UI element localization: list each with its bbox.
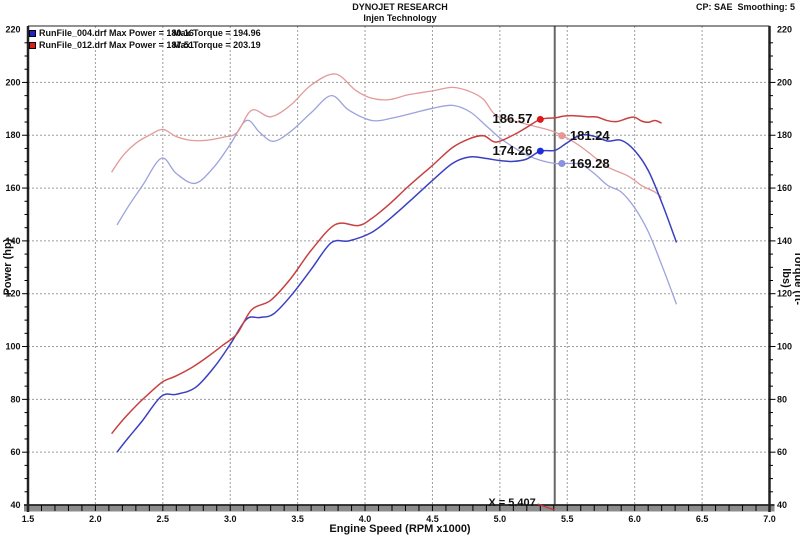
curve-blue_power: [116, 133, 678, 453]
cursor-dot-blue_power: [536, 147, 544, 155]
legend: RunFile_004.drf Max Power = 180.16 Max T…: [29, 27, 329, 51]
rpm-axis-label: Engine Speed (RPM x1000): [329, 523, 471, 535]
rpm-tick-label: 3.0: [224, 514, 237, 524]
rpm-tick-label: 6.5: [696, 514, 709, 524]
page-subtitle: Injen Technology: [363, 13, 437, 23]
torque-tick-label: 60: [777, 447, 787, 457]
run012-max-torque: Max Torque = 203.19: [173, 40, 261, 50]
run004-max-power: Max Power = 180.16: [109, 28, 194, 38]
cursor-x-value: X = 5.407: [488, 497, 536, 509]
rpm-tick-label: 5.0: [494, 514, 507, 524]
torque-tick-label: 40: [777, 500, 787, 510]
torque-tick-label: 220: [777, 25, 792, 35]
power-tick-label: 120: [5, 289, 20, 299]
torque-tick-label: 100: [777, 342, 792, 352]
run004-max-torque: Max Torque = 194.96: [173, 28, 261, 38]
power-tick-label: 100: [5, 342, 20, 352]
power-axis-label: Power (hp): [2, 238, 14, 296]
cursor-pointer-line: [537, 503, 555, 511]
power-tick-label: 80: [10, 394, 20, 404]
cursor-dot-red_torque: [558, 132, 566, 140]
power-tick-label: 140: [5, 236, 20, 246]
run004-color-swatch: [29, 30, 36, 37]
x-axis-band: [24, 505, 775, 512]
rpm-tick-label: 7.0: [763, 514, 776, 524]
rpm-tick-label: 2.5: [157, 514, 170, 524]
power-tick-label: 180: [5, 130, 20, 140]
power-tick-label: 160: [5, 183, 20, 193]
cursor-dot-blue_torque: [558, 159, 566, 168]
power-tick-label: 60: [10, 447, 20, 457]
curve-red_torque: [111, 73, 663, 199]
correction-smoothing-info: CP: SAE Smoothing: 5: [696, 2, 795, 12]
torque-tick-label: 180: [777, 130, 792, 140]
callout-red-power: 186.57: [492, 111, 533, 127]
rpm-tick-label: 4.0: [359, 514, 372, 524]
power-tick-label: 40: [10, 500, 20, 510]
power-tick-label: 200: [5, 77, 20, 87]
power-tick-label: 220: [5, 25, 20, 35]
curve-blue_torque: [116, 94, 678, 305]
rpm-tick-label: 2.0: [89, 514, 102, 524]
rpm-tick-label: 1.5: [22, 514, 35, 524]
torque-tick-label: 200: [777, 77, 792, 87]
cursor-dot-red_power: [536, 115, 544, 124]
torque-tick-label: 160: [777, 183, 792, 193]
torque-tick-label: 80: [777, 394, 787, 404]
rpm-tick-label: 5.5: [561, 514, 574, 524]
rpm-tick-label: 6.0: [628, 514, 641, 524]
callout-blue-power: 174.26: [492, 143, 533, 159]
rpm-tick-label: 4.5: [426, 514, 439, 524]
run004-file-label: RunFile_004.drf: [39, 28, 107, 38]
page-title: DYNOJET RESEARCH: [352, 2, 448, 12]
callout-blue-torque: 169.28: [569, 155, 610, 171]
run012-color-swatch: [29, 42, 36, 49]
torque-tick-label: 120: [777, 289, 792, 299]
curve-red_power: [111, 114, 662, 435]
torque-axis-label: Torque (ft-lbs): [780, 250, 800, 306]
legend-row-run012[interactable]: RunFile_012.drf Max Power = 187.51 Max T…: [29, 39, 329, 51]
legend-row-run004[interactable]: RunFile_004.drf Max Power = 180.16 Max T…: [29, 27, 329, 39]
rpm-tick-label: 3.5: [291, 514, 304, 524]
run012-file-label: RunFile_012.drf: [39, 40, 107, 50]
torque-tick-label: 140: [777, 236, 792, 246]
run012-max-power: Max Power = 187.51: [109, 40, 194, 50]
callout-red-torque: 181.24: [569, 127, 610, 143]
